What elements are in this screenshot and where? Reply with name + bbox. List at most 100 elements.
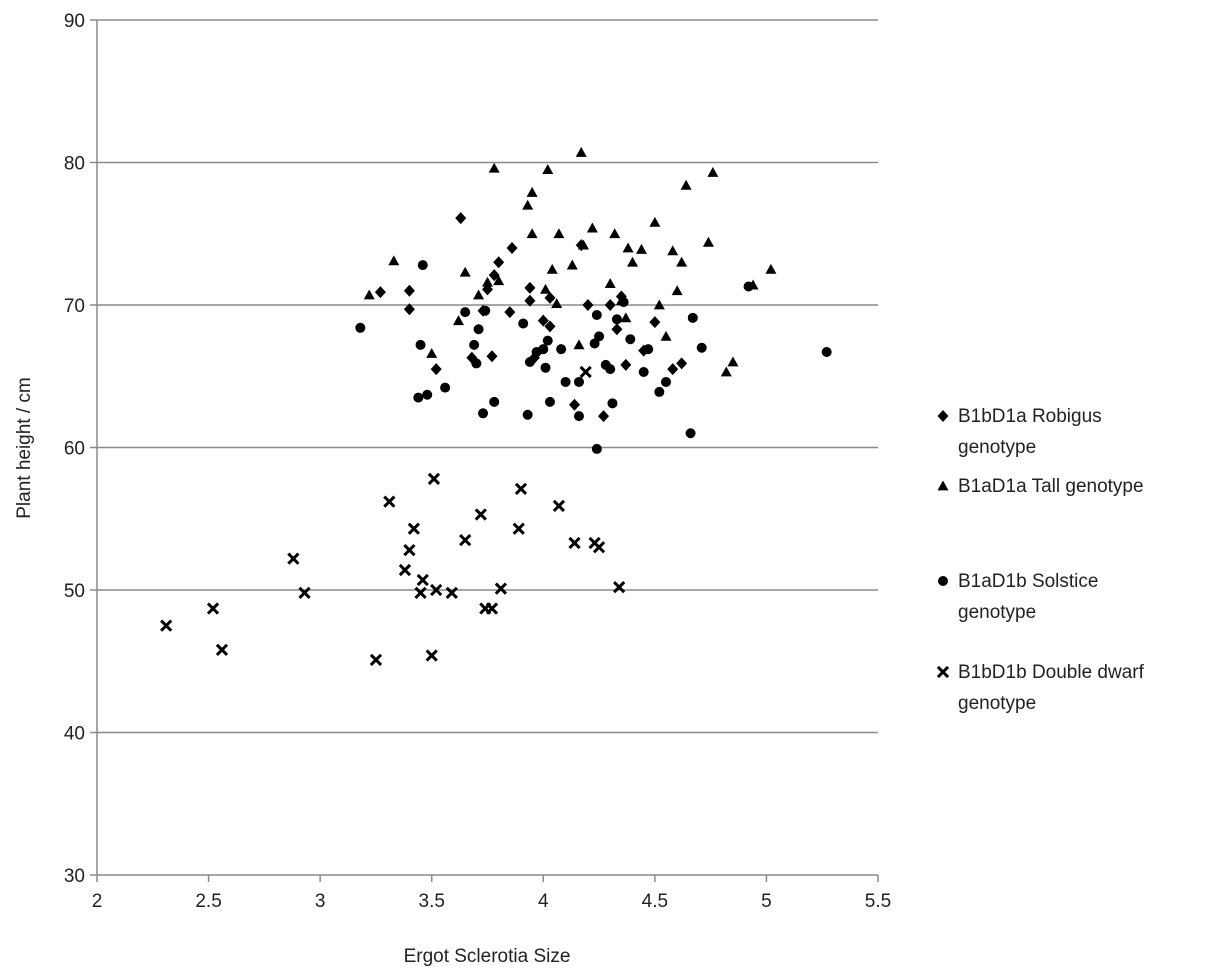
data-point-diamond <box>455 212 467 225</box>
y-tick-label: 80 <box>64 154 85 175</box>
horizontal-gridlines <box>97 19 878 734</box>
data-point-triangle <box>473 289 485 300</box>
data-point-triangle <box>566 259 578 270</box>
data-point-x <box>445 586 458 599</box>
data-point-triangle <box>635 243 647 254</box>
data-point-x <box>398 563 412 577</box>
legend-label: B1aD1b Solstice <box>958 571 1098 592</box>
data-point-circle <box>422 389 433 400</box>
data-point-x <box>416 573 429 587</box>
data-point-diamond <box>620 358 632 371</box>
data-point-diamond <box>582 299 594 311</box>
data-point-triangle <box>526 186 538 197</box>
data-point-x <box>369 653 383 666</box>
data-point-circle <box>440 382 451 393</box>
data-point-circle <box>625 334 636 345</box>
data-point-circle <box>591 309 602 320</box>
data-point-diamond <box>544 320 556 333</box>
y-tick-label: 70 <box>64 296 85 317</box>
data-point-triangle <box>727 356 739 367</box>
data-point-triangle <box>609 228 621 239</box>
data-point-triangle <box>627 256 639 267</box>
data-point-triangle <box>577 239 589 250</box>
data-points <box>160 147 832 666</box>
legend-marker-diamond <box>937 410 949 422</box>
data-point-triangle <box>620 312 632 323</box>
x-tick-label: 2 <box>92 891 103 912</box>
x-tick-label: 4 <box>538 891 549 912</box>
data-point-circle <box>480 305 491 316</box>
data-point-circle <box>522 409 533 420</box>
data-point-triangle <box>671 285 683 296</box>
data-point-triangle <box>667 245 679 256</box>
data-point-circle <box>556 344 567 355</box>
data-point-diamond <box>430 363 442 376</box>
data-point-triangle <box>573 339 585 350</box>
data-point-circle <box>638 366 649 377</box>
data-point-circle <box>618 297 629 308</box>
data-point-triangle <box>649 216 661 227</box>
data-point-circle <box>643 344 654 355</box>
legend-label: genotype <box>958 602 1036 623</box>
data-point-x <box>613 581 626 594</box>
y-tick-label: 40 <box>64 724 85 745</box>
data-point-diamond <box>403 284 415 297</box>
data-point-circle <box>542 335 553 346</box>
data-point-diamond <box>374 286 386 299</box>
data-point-x <box>430 583 443 597</box>
x-tick-label: 2.5 <box>195 891 221 912</box>
data-point-circle <box>573 376 584 387</box>
data-point-triangle <box>551 298 563 308</box>
data-point-circle <box>611 314 622 325</box>
legend-marker-circle <box>938 576 948 586</box>
data-point-x <box>552 499 566 513</box>
data-point-diamond <box>611 323 623 336</box>
data-point-circle <box>489 396 500 407</box>
data-point-circle <box>473 324 484 335</box>
data-point-x <box>407 522 420 535</box>
data-point-x <box>494 582 508 595</box>
data-point-triangle <box>680 179 692 190</box>
data-point-circle <box>589 338 600 349</box>
data-point-triangle <box>482 276 493 287</box>
y-tick-label: 60 <box>64 439 85 460</box>
data-point-x <box>414 586 427 599</box>
data-point-triangle <box>676 256 688 267</box>
x-axis-title: Ergot Sclerotia Size <box>404 946 571 967</box>
data-point-circle <box>573 411 584 422</box>
data-point-circle <box>413 392 424 403</box>
data-point-x <box>485 602 499 615</box>
data-point-triangle <box>426 347 438 358</box>
data-point-circle <box>524 357 535 367</box>
data-point-diamond <box>544 291 556 304</box>
data-point-triangle <box>546 263 558 274</box>
data-point-circle <box>821 347 832 358</box>
data-point-circle <box>538 344 549 355</box>
x-axis-ticks: 2 2.5 3 3.5 4 4.5 5 5.5 <box>92 875 891 912</box>
y-axis-ticks: 30 40 50 60 70 80 90 <box>64 11 97 887</box>
legend: B1bD1a Robigus genotype B1aD1a Tall genoty… <box>936 406 1145 714</box>
legend-label: B1aD1a Tall genotype <box>958 476 1144 497</box>
data-point-x <box>383 495 396 508</box>
data-point-x <box>403 543 416 557</box>
data-point-circle <box>415 339 426 350</box>
data-point-triangle <box>542 164 554 175</box>
data-point-circle <box>594 331 605 342</box>
data-point-x <box>298 586 311 599</box>
data-point-triangle <box>540 283 552 294</box>
data-point-triangle <box>765 263 777 274</box>
legend-label: B1bD1a Robigus <box>958 406 1102 427</box>
data-point-triangle <box>653 299 665 310</box>
data-point-triangle <box>720 366 732 377</box>
data-point-x <box>459 534 472 547</box>
data-point-triangle <box>707 166 719 177</box>
data-point-triangle <box>622 242 634 253</box>
legend-label: genotype <box>958 437 1036 458</box>
data-point-x <box>514 482 528 495</box>
x-tick-label: 5.5 <box>865 891 891 912</box>
data-point-x <box>425 649 438 662</box>
data-point-circle <box>560 376 571 387</box>
data-point-triangle <box>388 255 400 266</box>
data-point-diamond <box>676 357 688 370</box>
data-point-circle <box>478 408 489 419</box>
